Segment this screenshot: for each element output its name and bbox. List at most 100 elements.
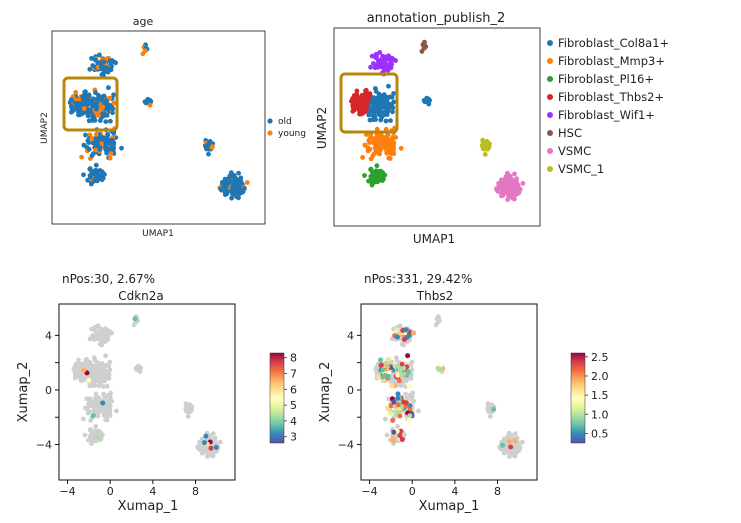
cell-point xyxy=(367,117,373,123)
cell-point xyxy=(81,367,87,373)
cell-point xyxy=(98,329,103,335)
panel-thbs2-ylabel: Xumap_2 xyxy=(318,362,333,423)
cell-point xyxy=(213,444,219,450)
cell-point xyxy=(93,391,99,397)
cell-point xyxy=(512,171,517,177)
legend-marker xyxy=(267,118,273,124)
cell-point xyxy=(520,181,526,186)
cell-point xyxy=(395,424,400,429)
cell-point xyxy=(399,436,405,442)
cell-point xyxy=(426,101,432,107)
cell-point xyxy=(499,191,504,197)
cell-point xyxy=(487,414,493,419)
cell-point xyxy=(388,118,393,123)
cell-point xyxy=(96,93,101,98)
cell-point xyxy=(381,97,387,103)
cell-point xyxy=(482,152,488,157)
cell-point xyxy=(110,138,115,143)
cell-point xyxy=(87,383,93,389)
panel-cdkn2a-colorbar: 8 7 6 5 4 3 xyxy=(269,352,297,444)
cell-point xyxy=(517,445,523,450)
cell-point xyxy=(73,372,78,378)
cell-point xyxy=(105,371,110,377)
colorbar-ticks: 8 7 6 5 4 3 xyxy=(284,352,297,444)
cell-point xyxy=(208,445,214,451)
cell-point xyxy=(107,66,113,72)
cell-point xyxy=(107,359,113,365)
cell-point xyxy=(505,170,510,176)
cell-point xyxy=(379,94,385,99)
panel-annotation-highlight-box xyxy=(339,72,399,134)
cell-point xyxy=(104,140,109,146)
cell-point xyxy=(357,102,363,108)
cell-point xyxy=(92,57,98,63)
colorbar-tick-label: 1.5 xyxy=(591,389,609,402)
panel-thbs2-axes: −4 0 4 8 4 0 −4 xyxy=(338,329,501,498)
cell-point xyxy=(229,185,235,191)
cell-point xyxy=(401,337,407,342)
cell-point xyxy=(105,408,111,414)
cell-point xyxy=(94,100,100,106)
y-tick-label: −4 xyxy=(338,439,354,452)
cell-point xyxy=(421,98,427,103)
cell-point xyxy=(371,113,377,118)
y-tick-label: 4 xyxy=(45,329,52,342)
cell-point xyxy=(84,396,90,402)
cell-point xyxy=(99,365,104,371)
cell-point xyxy=(401,342,406,348)
x-tick-label: 0 xyxy=(409,485,416,498)
cell-point xyxy=(93,132,99,137)
panel-thbs2-xlabel: Xumap_1 xyxy=(419,499,480,514)
cell-point xyxy=(104,136,110,142)
legend-label: Fibroblast_Wif1+ xyxy=(558,108,655,122)
cell-point xyxy=(91,114,96,119)
cell-point xyxy=(384,144,389,150)
colorbar-gradient xyxy=(570,352,586,444)
cell-point xyxy=(367,140,372,145)
cell-point xyxy=(403,391,408,397)
cell-point xyxy=(236,195,241,201)
cell-point xyxy=(218,439,223,445)
cell-point xyxy=(391,399,397,405)
cell-point xyxy=(69,106,75,111)
legend-label: VSMC_1 xyxy=(558,162,604,176)
cell-point xyxy=(409,392,415,398)
cell-point xyxy=(375,374,381,380)
cell-point xyxy=(401,365,407,371)
cell-point xyxy=(367,91,373,96)
cell-point xyxy=(104,383,110,389)
cell-point xyxy=(385,132,391,138)
cell-point xyxy=(506,430,512,436)
cell-point xyxy=(90,96,96,102)
cell-point xyxy=(142,48,148,54)
cell-point xyxy=(378,357,384,363)
cell-point xyxy=(83,89,88,95)
cell-point xyxy=(93,162,99,168)
colorbar-tick-label: 8 xyxy=(290,352,297,365)
x-tick-label: 8 xyxy=(494,485,501,498)
cell-point xyxy=(382,65,388,71)
cell-point xyxy=(389,145,394,151)
cell-point xyxy=(374,126,380,132)
cell-point xyxy=(89,136,95,142)
cell-point xyxy=(386,356,392,362)
cell-point xyxy=(110,110,115,116)
panel-cdkn2a-frame xyxy=(58,303,236,481)
legend-marker xyxy=(547,40,553,46)
cell-point xyxy=(73,89,79,95)
cell-point xyxy=(219,187,225,193)
cell-point xyxy=(109,330,114,336)
cell-point xyxy=(185,414,191,419)
cell-point xyxy=(520,439,525,445)
cell-point xyxy=(362,142,368,148)
cell-point xyxy=(104,144,109,150)
colorbar-tick-label: 5 xyxy=(290,399,297,412)
cell-point xyxy=(206,151,211,157)
cell-point xyxy=(406,383,412,389)
legend-marker xyxy=(547,130,553,136)
cell-point xyxy=(86,146,92,152)
cell-point xyxy=(108,118,113,124)
cell-point xyxy=(203,433,209,439)
cell-point xyxy=(224,183,230,188)
